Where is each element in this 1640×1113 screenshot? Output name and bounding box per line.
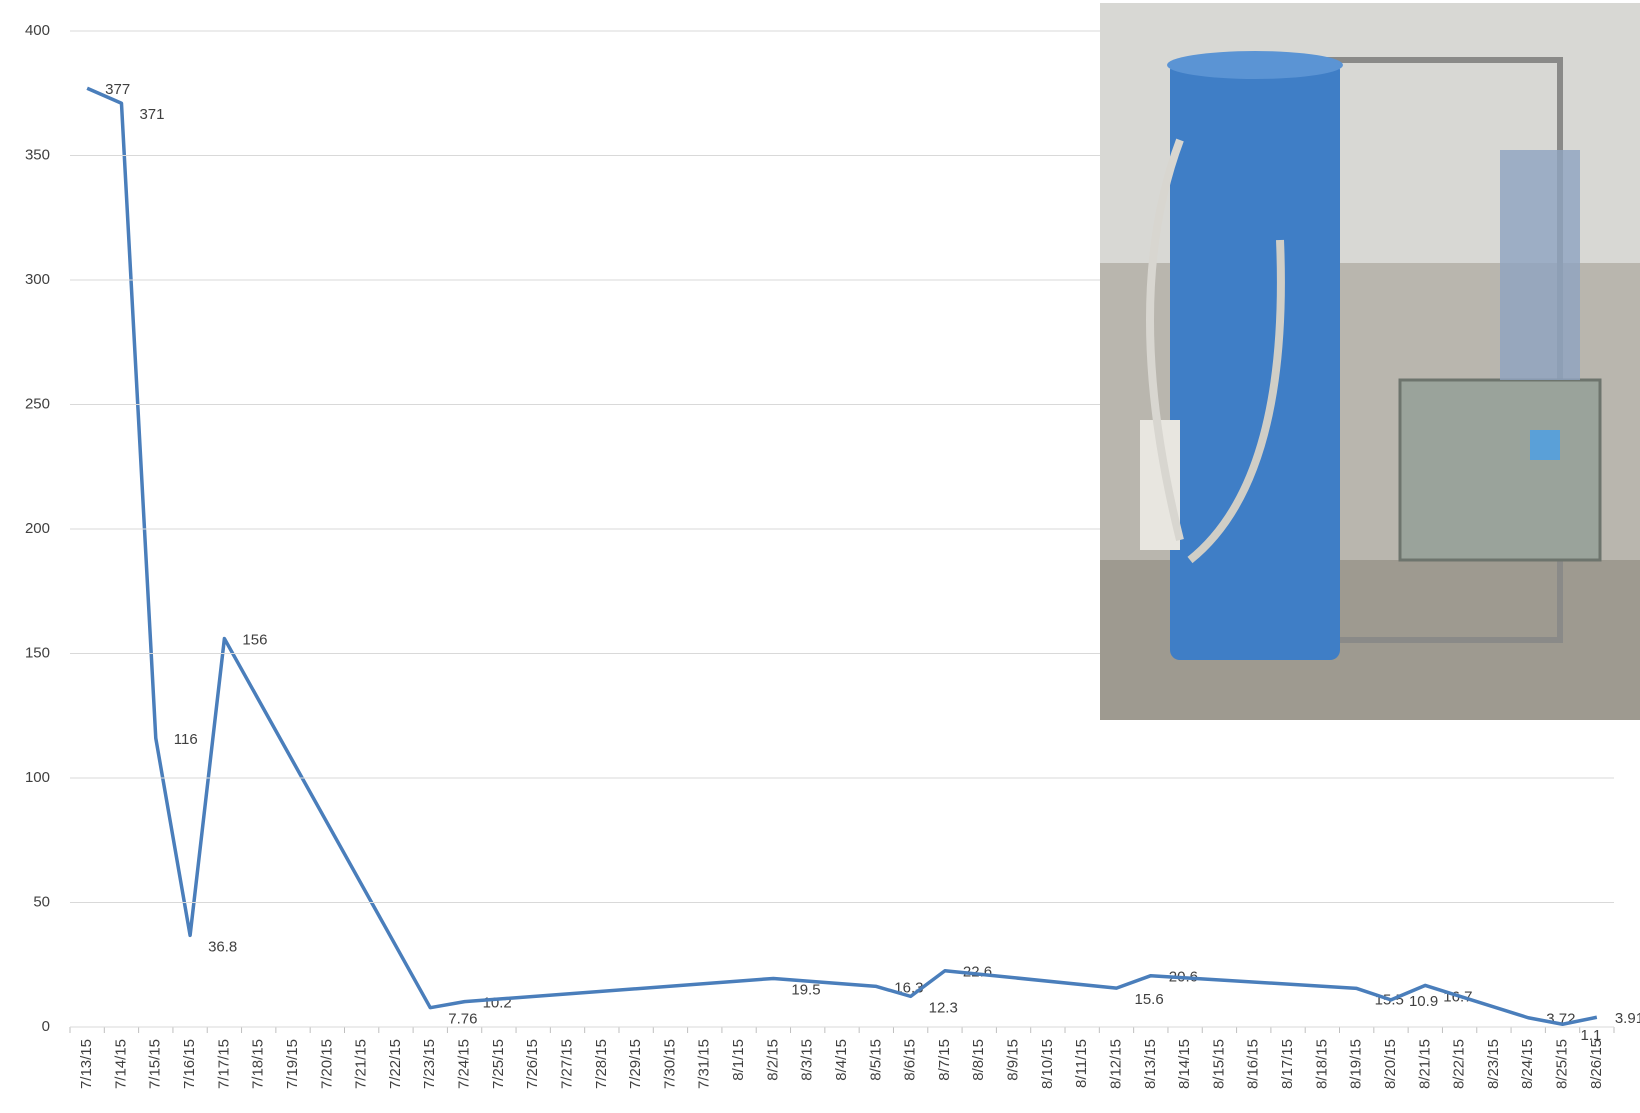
x-tick-label: 8/12/15 [1107, 1039, 1124, 1089]
y-tick-label: 0 [42, 1018, 50, 1035]
y-tick-label: 200 [25, 520, 50, 537]
y-tick-label: 100 [25, 769, 50, 786]
data-label: 116 [174, 731, 198, 748]
data-label: 36.8 [208, 938, 237, 955]
x-tick-label: 7/16/15 [181, 1039, 198, 1089]
x-tick-label: 8/15/15 [1210, 1039, 1227, 1089]
x-tick-label: 8/6/15 [902, 1039, 919, 1081]
x-tick-label: 8/21/15 [1416, 1039, 1433, 1089]
x-tick-label: 7/23/15 [421, 1039, 438, 1089]
data-label: 3.91 [1615, 1010, 1640, 1027]
x-tick-label: 8/18/15 [1313, 1039, 1330, 1089]
photo [1100, 3, 1640, 720]
x-tick-label: 8/23/15 [1485, 1039, 1502, 1089]
x-tick-label: 8/16/15 [1245, 1039, 1262, 1089]
x-tick-label: 7/22/15 [387, 1039, 404, 1089]
x-tick-label: 8/9/15 [1005, 1039, 1022, 1081]
x-tick-label: 8/17/15 [1279, 1039, 1296, 1089]
x-tick-label: 8/25/15 [1554, 1039, 1571, 1089]
y-tick-label: 400 [25, 22, 50, 39]
x-tick-label: 7/20/15 [318, 1039, 335, 1089]
x-tick-label: 8/11/15 [1073, 1039, 1090, 1088]
y-tick-label: 50 [33, 893, 50, 910]
data-label: 15.6 [1134, 991, 1163, 1008]
x-tick-label: 8/7/15 [936, 1039, 953, 1081]
data-label: 12.3 [929, 999, 958, 1016]
x-tick-label: 8/5/15 [867, 1039, 884, 1081]
data-label: 156 [242, 632, 267, 649]
x-tick-label: 8/3/15 [799, 1039, 816, 1081]
x-tick-label: 8/8/15 [970, 1039, 987, 1081]
data-label: 1.1 [1581, 1027, 1602, 1044]
x-tick-label: 7/21/15 [353, 1039, 370, 1089]
x-tick-label: 7/29/15 [627, 1039, 644, 1089]
y-tick-label: 250 [25, 395, 50, 412]
x-tick-label: 8/1/15 [730, 1039, 747, 1081]
x-tick-label: 8/4/15 [833, 1039, 850, 1081]
data-label: 7.76 [448, 1011, 477, 1028]
x-tick-label: 8/20/15 [1382, 1039, 1399, 1089]
x-tick-label: 7/14/15 [112, 1039, 129, 1089]
data-label: 377 [105, 81, 130, 98]
x-tick-label: 8/22/15 [1451, 1039, 1468, 1089]
x-tick-label: 8/26/15 [1588, 1039, 1605, 1089]
x-tick-label: 7/17/15 [215, 1039, 232, 1089]
x-tick-label: 7/31/15 [696, 1039, 713, 1089]
x-tick-label: 7/15/15 [147, 1039, 164, 1089]
x-tick-label: 7/28/15 [593, 1039, 610, 1089]
x-tick-label: 8/24/15 [1519, 1039, 1536, 1089]
x-tick-label: 8/19/15 [1348, 1039, 1365, 1089]
data-label: 19.5 [791, 981, 820, 998]
y-tick-label: 350 [25, 146, 50, 163]
data-label: 10.9 [1409, 993, 1438, 1010]
line [86, 86, 1598, 1027]
x-tick-label: 8/13/15 [1142, 1039, 1159, 1089]
x-tick-label: 7/27/15 [558, 1039, 575, 1089]
y-tick-label: 300 [25, 271, 50, 288]
x-tick-label: 7/19/15 [284, 1039, 301, 1089]
x-tick-label: 7/18/15 [250, 1039, 267, 1089]
data-label: 371 [139, 106, 164, 123]
x-tick-label: 8/2/15 [764, 1039, 781, 1081]
x-tick-label: 8/10/15 [1039, 1039, 1056, 1089]
x-tick-label: 7/25/15 [490, 1039, 507, 1089]
x-tick-label: 7/26/15 [524, 1039, 541, 1089]
x-tick-label: 7/24/15 [456, 1039, 473, 1089]
x-tick-label: 8/14/15 [1176, 1039, 1193, 1089]
x-tick-label: 7/30/15 [661, 1039, 678, 1089]
x-tick-label: 7/13/15 [78, 1039, 95, 1089]
y-tick-label: 150 [25, 644, 50, 661]
